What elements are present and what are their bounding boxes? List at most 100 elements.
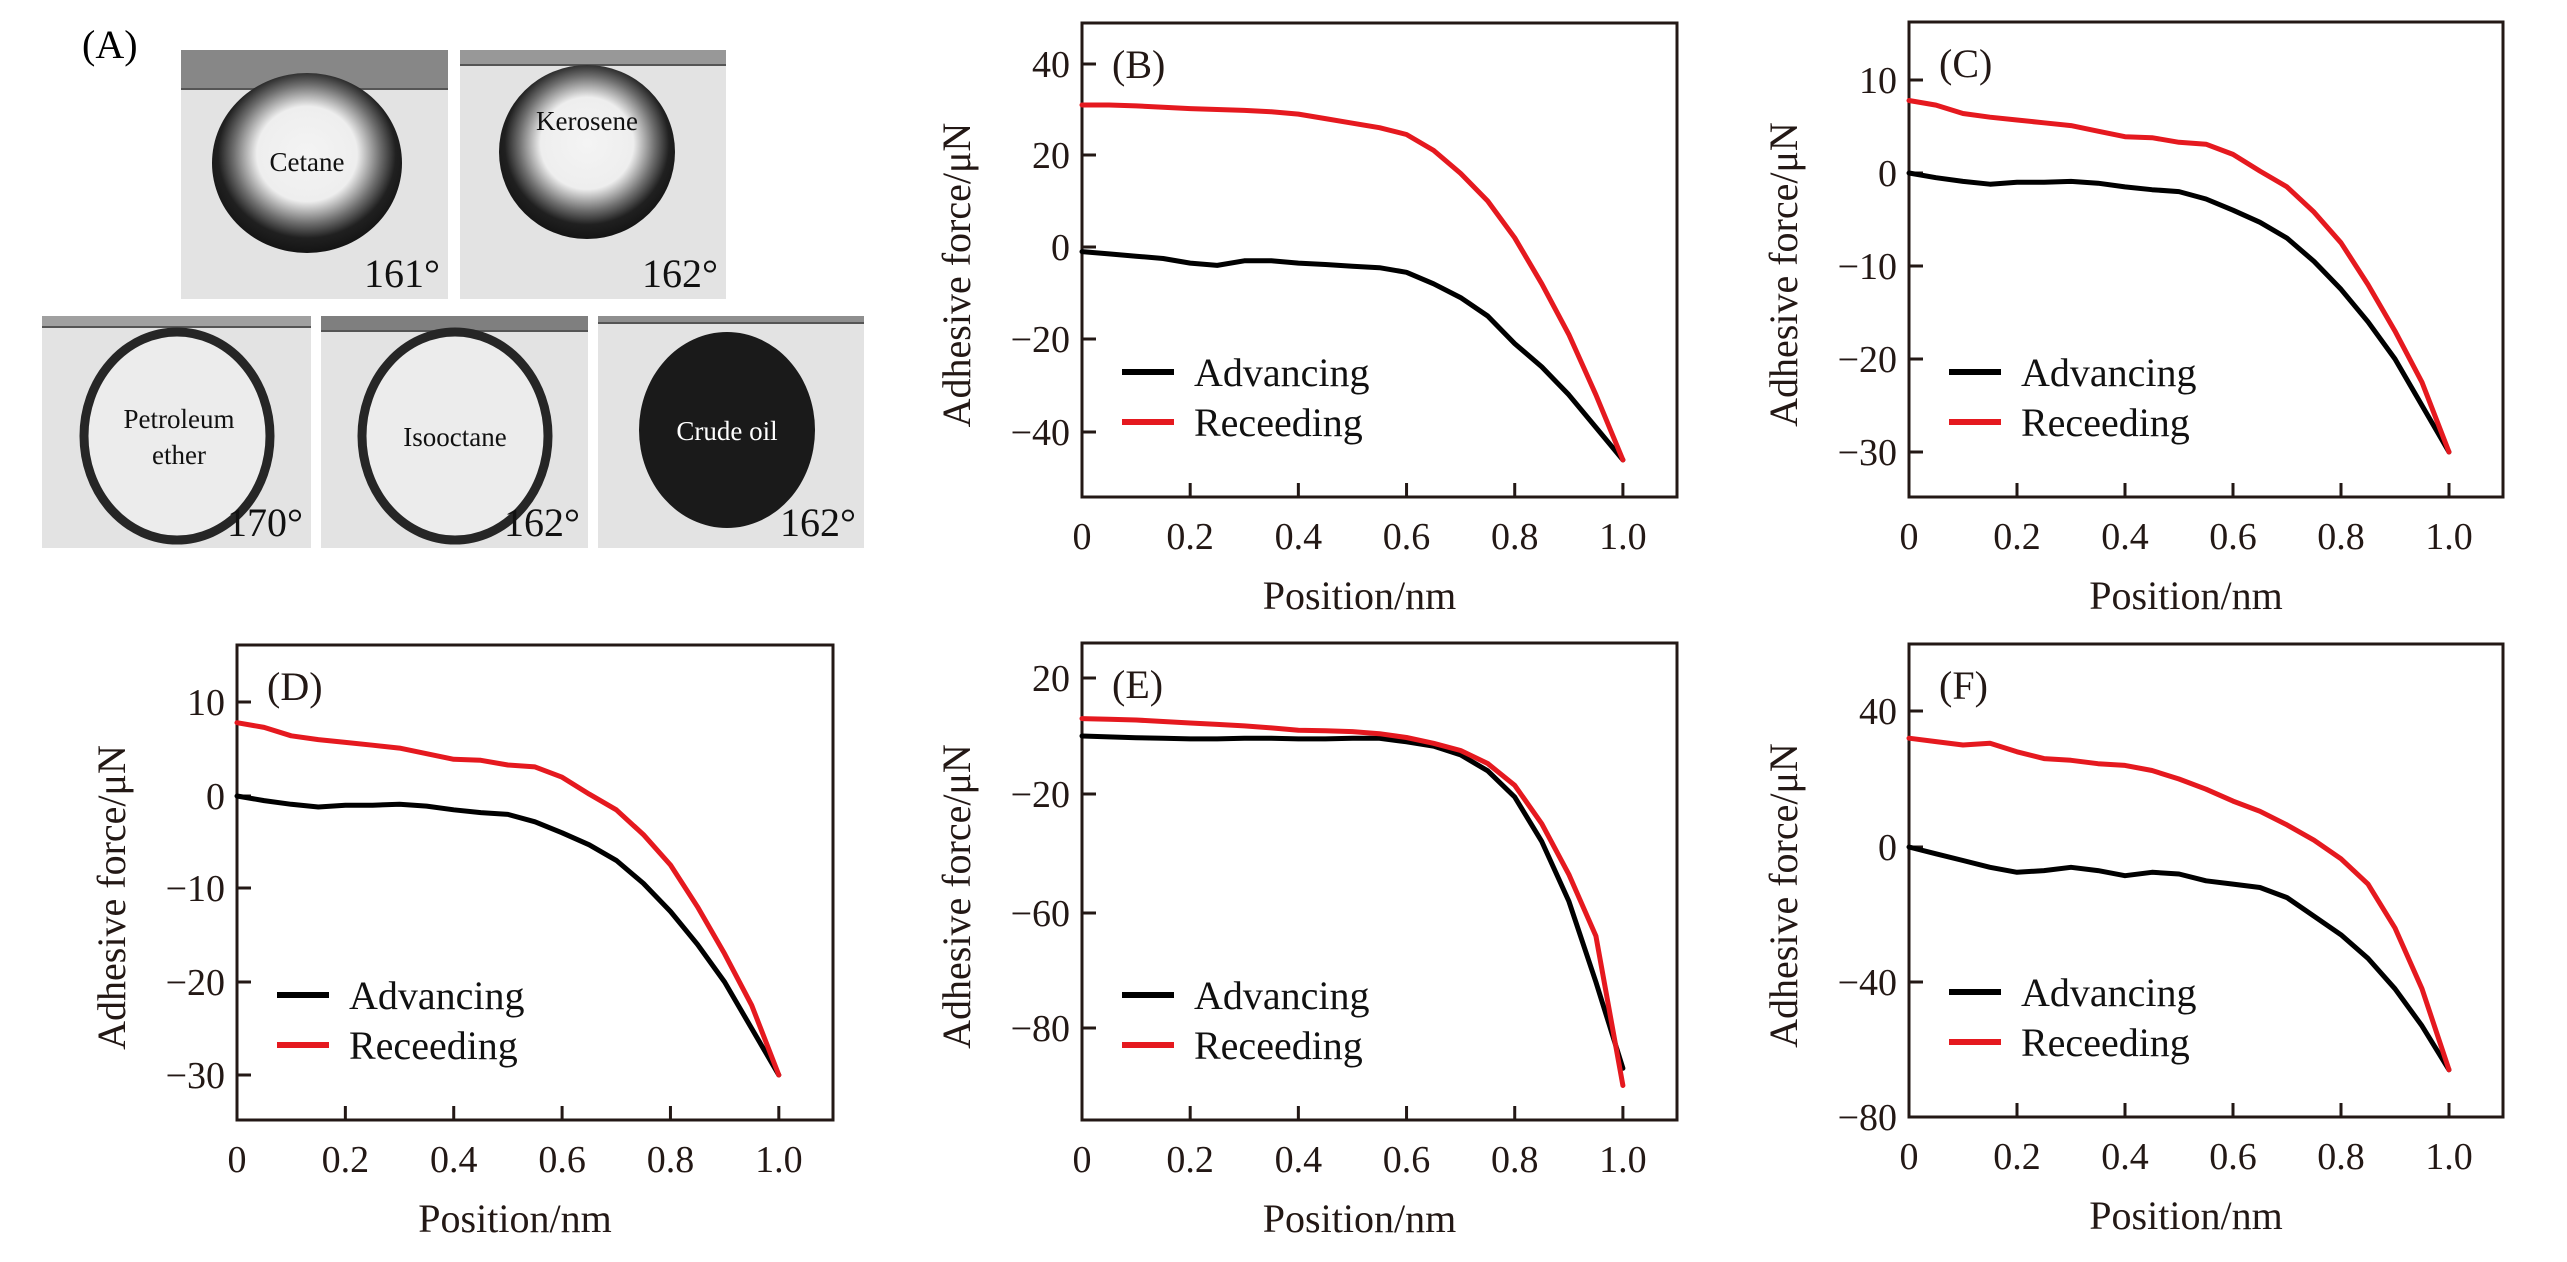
- substrate-bar: [598, 316, 864, 322]
- panel-label: (E): [1112, 662, 1163, 707]
- legend-label: Receeding: [1194, 1023, 1363, 1068]
- x-tick-label: 0.2: [322, 1139, 370, 1181]
- series-line-advancing: [1906, 844, 2452, 1073]
- y-tick-label: −20: [1838, 339, 1897, 381]
- plot-frame: [1907, 20, 2505, 499]
- substrate-bar: [460, 50, 726, 64]
- x-tick-label: 0.6: [2209, 1136, 2257, 1178]
- y-tick-label: −80: [1838, 1097, 1897, 1139]
- droplet-photo: Kerosene 162°: [460, 50, 726, 299]
- droplet-photo: Cetane 161°: [181, 50, 448, 299]
- series-line-receeding: [1906, 735, 2452, 1073]
- y-tick-label: −20: [1011, 774, 1070, 816]
- x-tick-label: 0.8: [1491, 1139, 1539, 1181]
- liquid-name: Kerosene: [536, 106, 638, 136]
- panel-b-chart: 40 20 0 −20 −40 0 0.2 0.4 0.6 0.8 1.0 Position/nm Ad…: [934, 21, 1679, 618]
- y-axis-label: Adhesive force/μN: [89, 745, 134, 1050]
- y-tick-label: 10: [187, 682, 225, 724]
- x-tick-label: 0.6: [538, 1139, 586, 1181]
- y-tick-label: −20: [1011, 319, 1070, 361]
- x-tick-label: 1.0: [2425, 516, 2473, 558]
- liquid-name: Crude oil: [676, 416, 777, 446]
- x-tick-label: 0.4: [1275, 1139, 1323, 1181]
- y-axis-label: Adhesive force/μN: [934, 123, 979, 428]
- x-axis-label: Position/nm: [2089, 573, 2282, 618]
- x-tick-label: 0.8: [2317, 1136, 2365, 1178]
- x-tick-label: 0.2: [1993, 1136, 2041, 1178]
- contact-angle: 170°: [227, 500, 303, 545]
- liquid-name: ether: [152, 440, 206, 470]
- y-tick-label: −10: [1838, 246, 1897, 288]
- x-axis-label: Position/nm: [2089, 1193, 2282, 1238]
- liquid-name: Isooctane: [403, 422, 506, 452]
- series-line-advancing: [1079, 733, 1626, 1071]
- x-tick-label: 0.6: [1383, 1139, 1431, 1181]
- droplet: [357, 327, 553, 545]
- droplet: [212, 73, 402, 253]
- contact-angle: 162°: [780, 500, 856, 545]
- x-tick-label: 0: [1900, 516, 1919, 558]
- legend-label: Advancing: [1194, 350, 1370, 395]
- x-tick-label: 0.4: [1275, 516, 1323, 558]
- panel-e-chart: 20 −20 −60 −80 0 0.2 0.4 0.6 0.8 1.0 Position/nm Ad…: [934, 641, 1679, 1241]
- y-axis-label: Adhesive force/μN: [1761, 122, 1806, 427]
- y-tick-label: −80: [1011, 1008, 1070, 1050]
- x-tick-label: 1.0: [755, 1139, 803, 1181]
- x-tick-label: 0.8: [647, 1139, 695, 1181]
- y-tick-label: 40: [1859, 691, 1897, 733]
- droplet: [79, 327, 275, 545]
- legend-label: Advancing: [2021, 350, 2197, 395]
- contact-angle: 162°: [642, 251, 718, 296]
- liquid-name: Cetane: [270, 147, 345, 177]
- series-line-advancing: [1906, 170, 2452, 455]
- panel-label: (B): [1112, 42, 1165, 87]
- panel-c-chart: 100−10−20−300 0.2 0.4 0.6 0.8 1.0Position/nmA…: [1761, 20, 2505, 618]
- series-line-receeding: [1079, 102, 1626, 463]
- panel-a-label: (A): [82, 22, 138, 67]
- x-tick-label: 0: [1073, 1139, 1092, 1181]
- droplet-photo: Crude oil 162°: [598, 316, 864, 548]
- series-line-receeding: [1079, 716, 1626, 1088]
- y-tick-label: −40: [1838, 962, 1897, 1004]
- x-tick-label: 0.8: [2317, 516, 2365, 558]
- y-tick-label: −30: [1838, 432, 1897, 474]
- plot-frame: [235, 643, 835, 1122]
- contact-angle: 162°: [504, 500, 580, 545]
- x-axis-label: Position/nm: [418, 1196, 611, 1241]
- panel-f-chart: 400−40−800 0.2 0.4 0.6 0.8 1.0Position/nmAdhe…: [1761, 642, 2505, 1238]
- droplet-photo: Isooctane 162°: [321, 316, 588, 548]
- y-axis-label: Adhesive force/μN: [934, 744, 979, 1049]
- x-tick-label: 1.0: [1599, 516, 1647, 558]
- x-tick-label: 0.4: [2101, 1136, 2149, 1178]
- legend-label: Receeding: [349, 1023, 518, 1068]
- series-line-receeding: [1906, 98, 2452, 455]
- y-axis-label: Adhesive force/μN: [1761, 743, 1806, 1048]
- droplet: [499, 65, 675, 239]
- substrate-edge: [42, 326, 311, 328]
- y-tick-label: −10: [166, 868, 225, 910]
- plot-frame: [1080, 21, 1679, 499]
- x-tick-label: 0.2: [1993, 516, 2041, 558]
- x-axis-label: Position/nm: [1263, 1196, 1456, 1241]
- legend-label: Receeding: [2021, 1020, 2190, 1065]
- y-tick-label: −60: [1011, 893, 1070, 935]
- y-tick-label: 0: [1878, 153, 1897, 195]
- panel-d-chart: 100−10−20−300 0.2 0.4 0.6 0.8 1.0Position/nmA…: [89, 643, 835, 1241]
- panel-label: (D): [267, 664, 323, 709]
- substrate-bar: [42, 316, 311, 326]
- x-tick-label: 0.8: [1491, 516, 1539, 558]
- plot-frame: [1080, 641, 1679, 1122]
- series-line-advancing: [1079, 249, 1626, 463]
- contact-angle: 161°: [364, 251, 440, 296]
- x-tick-label: 1.0: [1599, 1139, 1647, 1181]
- y-tick-label: 20: [1032, 135, 1070, 177]
- y-tick-label: −30: [166, 1055, 225, 1097]
- x-tick-label: 0.4: [430, 1139, 478, 1181]
- panel-label: (F): [1939, 663, 1988, 708]
- droplet-photo: Petroleum ether 170°: [42, 316, 311, 548]
- series-line-advancing: [234, 793, 782, 1078]
- y-tick-label: 40: [1032, 44, 1070, 86]
- y-tick-label: −40: [1011, 412, 1070, 454]
- panel-a-photos: (A) Cetane 161° Kerosene 162° Petroleum ether…: [42, 22, 864, 548]
